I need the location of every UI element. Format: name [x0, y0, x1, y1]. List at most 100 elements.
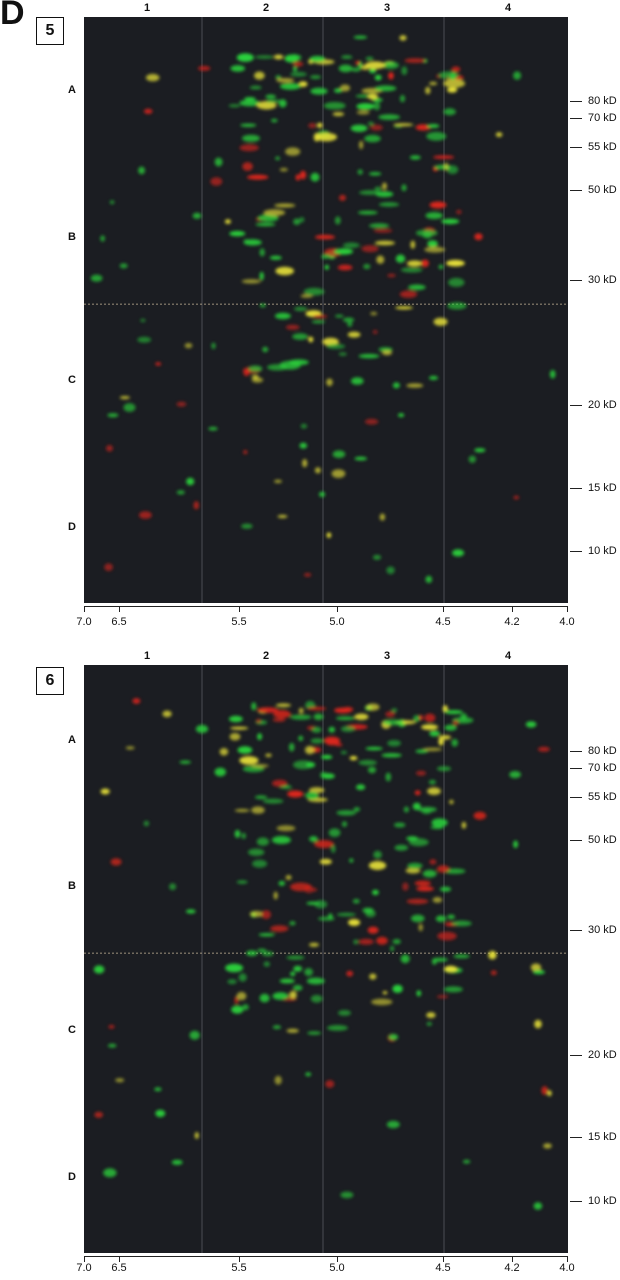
protein-spot — [407, 862, 423, 869]
protein-spot — [338, 64, 353, 73]
protein-spot — [303, 287, 325, 296]
protein-spot — [373, 850, 382, 859]
protein-spot — [321, 254, 330, 259]
figure-letter: D — [0, 0, 25, 32]
protein-spot — [395, 306, 413, 310]
protein-spot — [256, 837, 269, 846]
mw-marker-80: 80 kD — [588, 95, 617, 107]
protein-spot — [299, 217, 305, 223]
gel-spots — [84, 17, 568, 603]
protein-spot — [251, 377, 264, 383]
protein-spot — [366, 703, 380, 711]
protein-spot — [392, 984, 403, 993]
protein-spot — [242, 162, 253, 171]
protein-spot — [328, 828, 341, 837]
protein-spot — [549, 369, 556, 379]
mw-marker-70: 70 kD — [588, 762, 617, 774]
protein-spot — [399, 94, 406, 103]
protein-spot — [262, 346, 269, 353]
protein-spot — [269, 255, 282, 260]
protein-spot — [433, 317, 448, 326]
protein-spot — [401, 66, 408, 76]
protein-spot — [107, 1043, 117, 1048]
protein-spot — [331, 844, 336, 853]
ph-axis — [84, 1256, 568, 1257]
protein-spot — [388, 72, 394, 80]
ph-tick — [84, 606, 85, 612]
protein-spot — [446, 87, 458, 93]
protein-spot — [292, 984, 303, 991]
protein-spot — [302, 459, 308, 468]
protein-spot — [290, 71, 307, 77]
protein-spot — [275, 703, 292, 708]
protein-spot — [176, 490, 185, 495]
protein-spot — [249, 910, 264, 918]
protein-spot — [427, 124, 440, 128]
protein-spot — [474, 233, 483, 241]
protein-spot — [119, 263, 128, 269]
protein-spot — [273, 54, 284, 60]
protein-spot — [236, 991, 247, 1001]
mw-tick — [570, 768, 582, 769]
protein-spot — [442, 705, 448, 713]
protein-spot — [382, 182, 387, 190]
protein-spot — [408, 284, 426, 291]
mw-tick — [570, 280, 582, 281]
protein-spot — [436, 995, 449, 999]
ph-label: 4.5 — [435, 1262, 451, 1274]
protein-spot — [415, 770, 427, 776]
protein-spot — [418, 806, 437, 813]
protein-spot — [299, 442, 308, 449]
protein-spot — [437, 931, 457, 941]
protein-spot — [198, 65, 211, 71]
protein-spot — [314, 840, 334, 849]
protein-spot — [473, 811, 487, 820]
mw-marker-15: 15 kD — [588, 482, 617, 494]
protein-spot — [375, 191, 394, 198]
protein-spot — [474, 448, 486, 453]
protein-spot — [155, 1109, 166, 1118]
protein-spot — [309, 836, 318, 842]
protein-spot — [279, 978, 295, 984]
protein-spot — [439, 886, 452, 892]
protein-spot — [285, 147, 301, 156]
protein-spot — [243, 239, 262, 246]
protein-spot — [107, 413, 119, 418]
mw-tick — [570, 751, 582, 752]
protein-spot — [340, 750, 348, 755]
protein-spot — [265, 94, 276, 99]
protein-spot — [273, 710, 291, 719]
protein-spot — [342, 706, 354, 713]
protein-spot — [274, 1075, 282, 1085]
mw-marker-30: 30 kD — [588, 924, 617, 936]
protein-spot — [404, 58, 426, 63]
ph-tick — [239, 1256, 240, 1262]
protein-spot — [339, 84, 351, 92]
protein-spot — [353, 939, 359, 945]
protein-spot — [176, 401, 187, 407]
mw-marker-20: 20 kD — [588, 399, 617, 411]
protein-spot — [194, 1132, 199, 1139]
protein-spot — [444, 710, 463, 715]
protein-spot — [401, 184, 407, 192]
protein-spot — [416, 886, 434, 892]
protein-spot — [230, 65, 246, 72]
mw-tick — [570, 930, 582, 931]
column-label-3: 3 — [383, 650, 391, 662]
protein-spot — [365, 56, 374, 61]
ph-axis — [84, 606, 568, 607]
protein-spot — [328, 726, 335, 733]
protein-spot — [451, 920, 472, 927]
protein-spot — [289, 742, 295, 752]
protein-spot — [373, 101, 381, 111]
protein-spot — [314, 234, 336, 240]
protein-spot — [310, 75, 321, 80]
protein-spot — [234, 809, 250, 812]
protein-spot — [340, 1191, 354, 1199]
protein-spot — [361, 245, 379, 253]
protein-spot — [186, 477, 195, 486]
protein-spot — [305, 791, 319, 800]
ph-label: 6.5 — [111, 616, 127, 628]
protein-spot — [214, 157, 223, 167]
row-label-c: C — [68, 1024, 76, 1036]
